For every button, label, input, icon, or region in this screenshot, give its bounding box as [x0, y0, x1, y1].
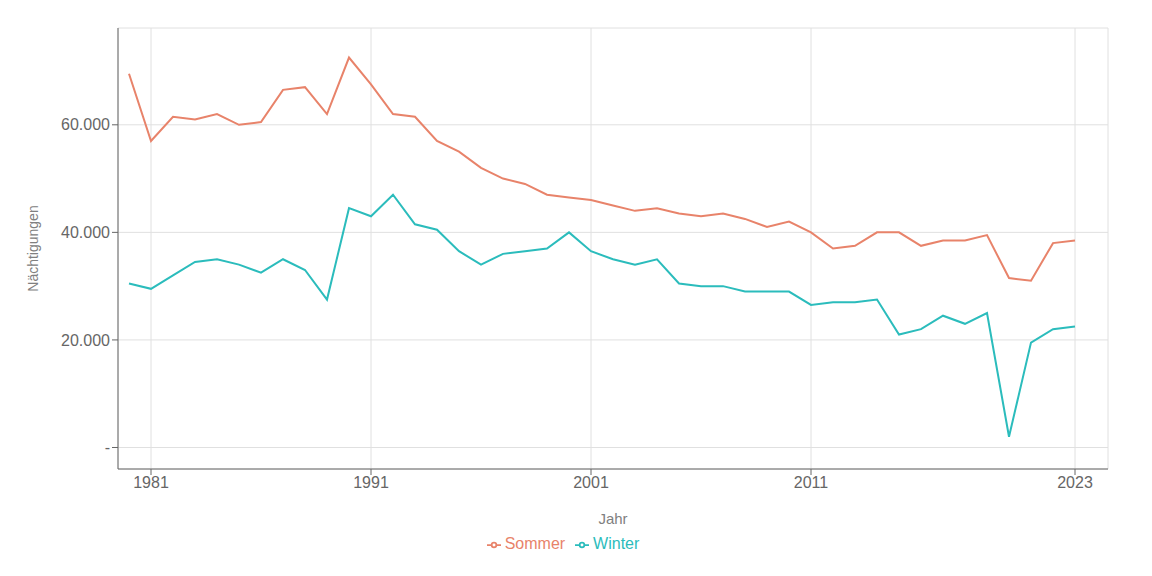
svg-text:1991: 1991	[353, 474, 389, 491]
html-text:Sommer: Sommer	[504, 535, 566, 552]
svg-text:-: -	[105, 439, 110, 456]
svg-text:2023: 2023	[1057, 474, 1093, 491]
svg-text:2001: 2001	[573, 474, 609, 491]
svg-text:1981: 1981	[133, 474, 169, 491]
svg-text:2011: 2011	[794, 474, 829, 491]
svg-text:20.000: 20.000	[61, 332, 110, 349]
svg-text:40.000: 40.000	[61, 224, 110, 241]
svg-text:60.000: 60.000	[61, 116, 110, 133]
svg-text:Jahr: Jahr	[598, 510, 627, 527]
html-text:Winter: Winter	[593, 535, 640, 552]
svg-text:Nächtigungen: Nächtigungen	[25, 205, 41, 291]
